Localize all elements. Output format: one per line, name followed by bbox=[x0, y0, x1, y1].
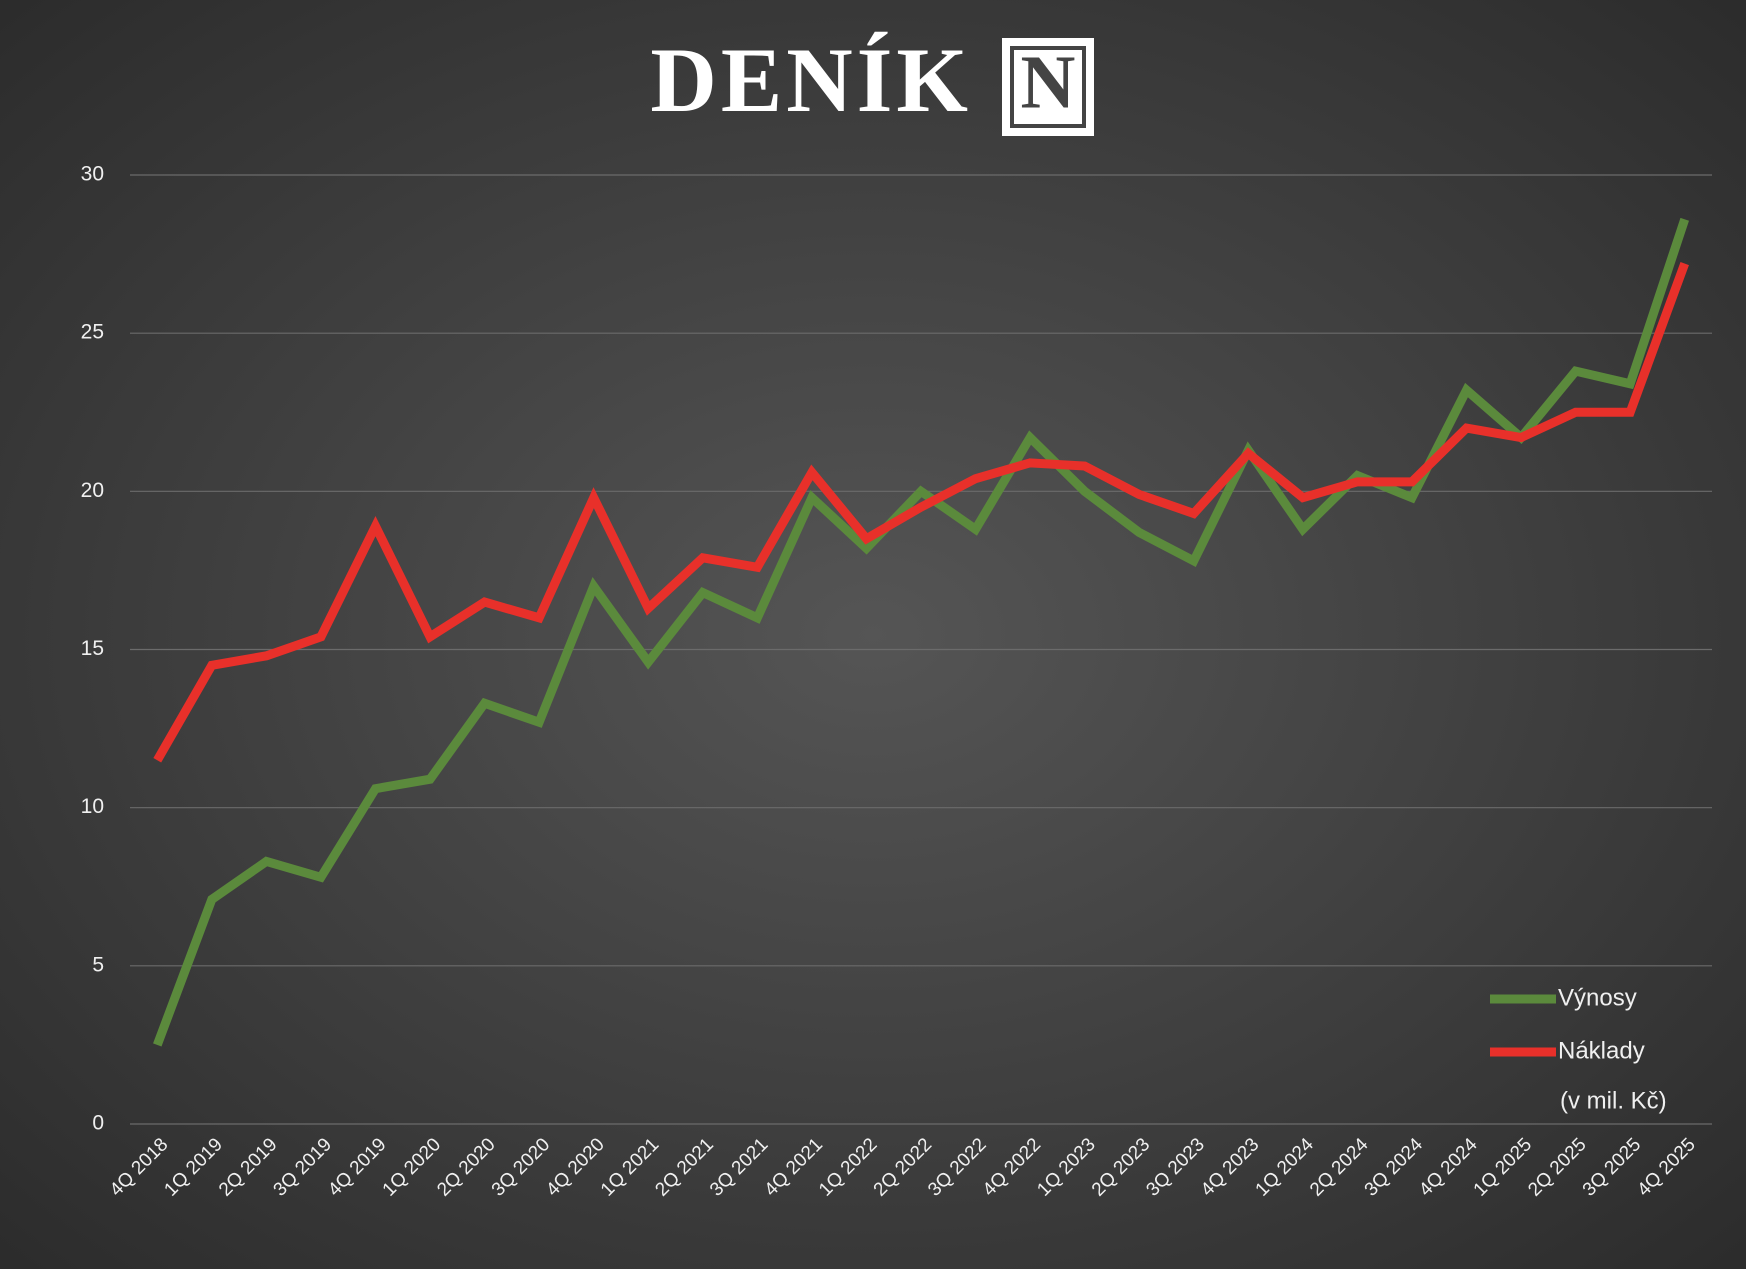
logo-box bbox=[1002, 38, 1094, 136]
series-line bbox=[153, 262, 1689, 763]
y-tick-label: 15 bbox=[81, 637, 104, 660]
y-tick-label: 5 bbox=[92, 953, 104, 976]
logo-mark: N bbox=[1021, 40, 1076, 124]
y-tick-label: 20 bbox=[81, 479, 104, 502]
y-tick-label: 30 bbox=[81, 163, 104, 186]
y-tick-label: 25 bbox=[81, 321, 104, 344]
legend-label: Náklady bbox=[1558, 1037, 1645, 1064]
legend-label: Výnosy bbox=[1558, 984, 1637, 1011]
legend-note: (v mil. Kč) bbox=[1560, 1087, 1667, 1114]
logo-frame bbox=[1010, 46, 1086, 128]
y-tick-label: 10 bbox=[81, 795, 104, 818]
y-tick-label: 0 bbox=[92, 1112, 104, 1135]
logo-text: DENÍK bbox=[650, 29, 972, 131]
